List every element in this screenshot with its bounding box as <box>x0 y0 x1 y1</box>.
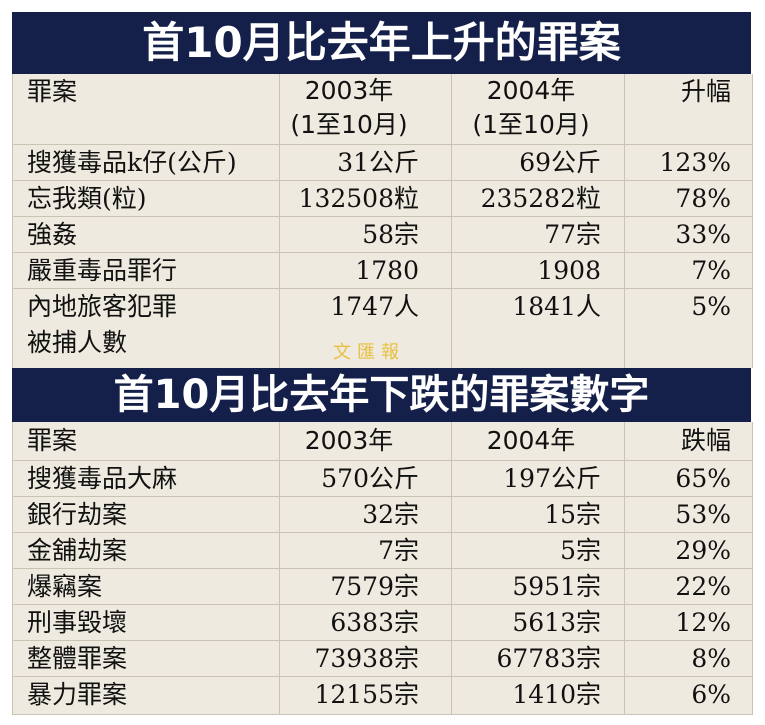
row-2004: 77宗 <box>544 220 601 249</box>
row-2003: 58宗 <box>362 220 419 249</box>
row-change: 123% <box>659 148 731 177</box>
row-case: 搜獲毒品大麻 <box>27 464 178 493</box>
row-case: 暴力罪案 <box>27 680 128 709</box>
row-case: 爆竊案 <box>27 572 103 601</box>
row-2003: 7宗 <box>378 536 419 565</box>
row-case: 忘我類(粒) <box>27 184 147 213</box>
table-header-row: 罪案 2003年 (1至10月) 2004年 (1至10月) 升幅 <box>13 74 752 145</box>
header-change: 跌幅 <box>680 426 731 455</box>
row-2003: 132508粒 <box>298 184 419 213</box>
column-divider <box>451 74 452 368</box>
row-change: 65% <box>675 464 731 493</box>
table-row: 刑事毀壞 6383宗 5613宗 12% <box>13 605 752 641</box>
header-2004: 2004年 <box>486 426 576 455</box>
falling-crimes-table: 罪案 2003年 2004年 跌幅 搜獲毒品大麻 570公斤 197公斤 65%… <box>12 422 753 715</box>
row-case: 嚴重毒品罪行 <box>27 256 178 285</box>
header-case: 罪案 <box>27 426 78 455</box>
table-row: 搜獲毒品大麻 570公斤 197公斤 65% <box>13 461 752 497</box>
row-case: 內地旅客犯罪 被捕人數 <box>27 289 177 367</box>
table-row: 搜獲毒品k仔(公斤) 31公斤 69公斤 123% <box>13 145 752 181</box>
header-2003-sub: (1至10月) <box>290 110 408 139</box>
newspaper-watermark: 文匯報 <box>333 342 405 363</box>
header-2003: 2003年 (1至10月) <box>279 74 419 144</box>
row-2003: 32宗 <box>362 500 419 529</box>
header-2004-label: 2004年 <box>486 76 576 105</box>
table-row: 整體罪案 73938宗 67783宗 8% <box>13 641 752 677</box>
row-change: 29% <box>675 536 731 565</box>
row-change: 12% <box>675 608 731 637</box>
table-row: 忘我類(粒) 132508粒 235282粒 78% <box>13 181 752 217</box>
row-case: 搜獲毒品k仔(公斤) <box>27 148 237 177</box>
row-2003: 7579宗 <box>330 572 419 601</box>
header-2004: 2004年 (1至10月) <box>461 74 601 144</box>
row-2003: 12155宗 <box>314 680 419 709</box>
section2-title: 首10月比去年下跌的罪案數字 <box>12 368 751 422</box>
row-change: 6% <box>691 680 731 709</box>
row-2004: 67783宗 <box>496 644 601 673</box>
table-row: 強姦 58宗 77宗 33% <box>13 217 752 253</box>
row-change: 22% <box>675 572 731 601</box>
row-case: 強姦 <box>27 220 78 249</box>
row-2003: 73938宗 <box>314 644 419 673</box>
header-2003: 2003年 <box>304 426 394 455</box>
table-row: 金舖劫案 7宗 5宗 29% <box>13 533 752 569</box>
table-row: 內地旅客犯罪 被捕人數 1747人 1841人 5% <box>13 289 752 367</box>
table-row: 爆竊案 7579宗 5951宗 22% <box>13 569 752 605</box>
row-2003: 31公斤 <box>337 148 419 177</box>
header-change: 升幅 <box>680 77 731 106</box>
column-divider <box>279 74 280 368</box>
section1-title: 首10月比去年上升的罪案 <box>12 12 751 74</box>
row-2004: 1908 <box>537 256 601 285</box>
row-change: 33% <box>675 220 731 249</box>
row-change: 7% <box>691 256 731 285</box>
rising-crimes-table: 罪案 2003年 (1至10月) 2004年 (1至10月) 升幅 搜獲毒品k仔… <box>12 74 753 368</box>
row-change: 78% <box>675 184 731 213</box>
row-case: 整體罪案 <box>27 644 128 673</box>
row-case: 銀行劫案 <box>27 500 128 529</box>
row-2004: 69公斤 <box>519 148 601 177</box>
row-change: 53% <box>675 500 731 529</box>
row-2003: 570公斤 <box>321 464 419 493</box>
header-2003-label: 2003年 <box>304 76 394 105</box>
row-2004: 5613宗 <box>512 608 601 637</box>
table-row: 暴力罪案 12155宗 1410宗 6% <box>13 677 752 713</box>
row-2004: 15宗 <box>544 500 601 529</box>
row-2004: 1410宗 <box>512 680 601 709</box>
row-case: 刑事毀壞 <box>27 608 128 637</box>
header-case: 罪案 <box>27 77 78 106</box>
row-2004: 197公斤 <box>503 464 601 493</box>
row-change: 5% <box>691 292 731 321</box>
row-case: 金舖劫案 <box>27 536 128 565</box>
row-2003: 6383宗 <box>330 608 419 637</box>
row-2003: 1747人 <box>330 292 419 321</box>
row-2004: 5951宗 <box>512 572 601 601</box>
row-case-line2: 被捕人數 <box>27 328 128 357</box>
row-2004: 235282粒 <box>480 184 601 213</box>
table-header-row: 罪案 2003年 2004年 跌幅 <box>13 422 752 461</box>
row-2004: 5宗 <box>560 536 601 565</box>
row-2003: 1780 <box>355 256 419 285</box>
row-2004: 1841人 <box>512 292 601 321</box>
header-2004-sub: (1至10月) <box>472 110 590 139</box>
column-divider <box>624 74 625 368</box>
row-change: 8% <box>691 644 731 673</box>
row-case-line1: 內地旅客犯罪 <box>27 292 178 321</box>
table-row: 嚴重毒品罪行 1780 1908 7% <box>13 253 752 289</box>
table-row: 銀行劫案 32宗 15宗 53% <box>13 497 752 533</box>
